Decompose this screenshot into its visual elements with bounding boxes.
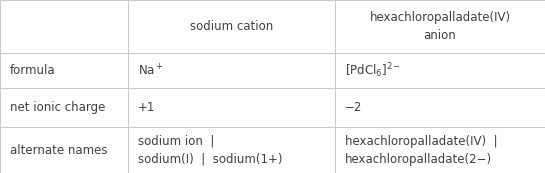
Text: alternate names: alternate names [10,144,107,157]
Text: hexachloropalladate(IV)
anion: hexachloropalladate(IV) anion [370,11,511,42]
Text: sodium cation: sodium cation [190,20,273,33]
Text: +1: +1 [138,101,155,114]
Text: Na$^+$: Na$^+$ [138,63,163,78]
Text: hexachloropalladate(IV)  |
hexachloropalladate(2−): hexachloropalladate(IV) | hexachloropall… [345,135,498,166]
Text: sodium ion  |
sodium(I)  |  sodium(1+): sodium ion | sodium(I) | sodium(1+) [138,135,282,166]
Text: −2: −2 [345,101,362,114]
Text: formula: formula [10,64,56,77]
Text: net ionic charge: net ionic charge [10,101,105,114]
Text: $[\mathrm{PdCl}_6]^{2-}$: $[\mathrm{PdCl}_6]^{2-}$ [345,61,401,80]
